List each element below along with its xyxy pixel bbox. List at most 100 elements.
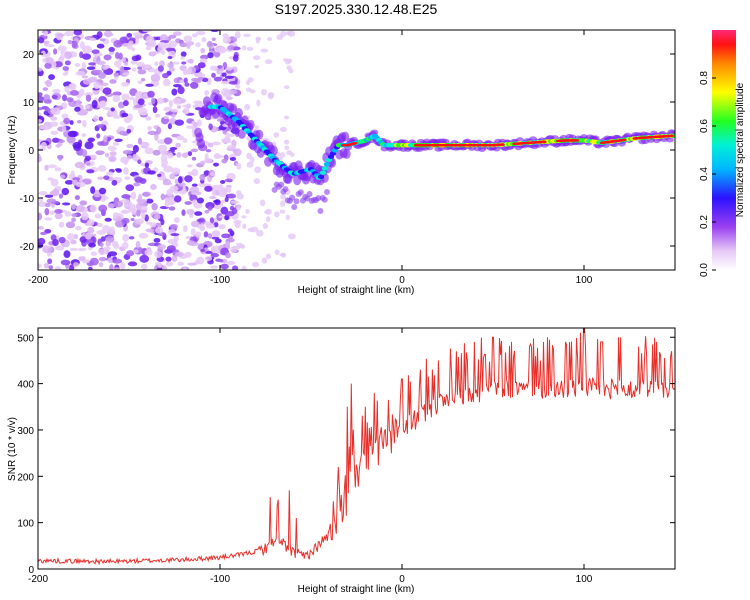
colorbar-tick-label: 0.4 <box>699 167 710 181</box>
spectrogram-point <box>99 85 104 92</box>
spectrogram-point <box>112 258 123 264</box>
colorbar-ticks: 0.0 0.2 0.4 0.6 0.8 <box>699 71 716 277</box>
spectrogram-point <box>113 72 120 77</box>
spectrogram-point <box>114 138 123 142</box>
spectrogram-point <box>315 195 322 202</box>
spectrogram-point <box>323 162 331 167</box>
bottom-x-tick-label: -100 <box>210 574 230 585</box>
spectrogram-point <box>213 76 223 82</box>
spectrogram-point <box>45 79 52 88</box>
spectrogram-point <box>250 226 259 233</box>
spectrogram-point <box>169 223 178 230</box>
spectrogram-point <box>159 34 169 42</box>
spectrogram-point <box>153 237 161 243</box>
spectrogram-point <box>285 214 290 221</box>
spectrogram-point <box>220 180 226 184</box>
spectrogram-point <box>163 115 169 119</box>
spectrogram-point <box>287 58 293 64</box>
spectrogram-point <box>253 55 261 60</box>
spectrogram-point <box>194 211 203 216</box>
spectrogram-point <box>40 231 47 236</box>
spectrogram-point <box>137 69 147 75</box>
spectrogram-point <box>125 184 135 192</box>
spectrogram-point <box>69 247 79 252</box>
spectrogram-point <box>81 75 89 79</box>
spectrogram-point <box>109 79 117 84</box>
spectrogram-point <box>102 89 111 94</box>
spectrogram-point <box>46 198 57 204</box>
spectrogram-point <box>171 113 176 118</box>
spectrogram-point <box>52 238 59 247</box>
spectrogram-point <box>112 114 122 119</box>
spectrogram-point <box>261 88 268 96</box>
bottom-y-axis-label: SNR (10 * v/v) <box>7 417 18 481</box>
spectrogram-point <box>146 198 154 204</box>
bottom-y-axis: 0 100 200 300 400 500 <box>17 333 675 576</box>
spectrogram-point <box>86 219 95 227</box>
spectrogram-point <box>187 262 197 266</box>
spectrogram-point <box>150 184 157 191</box>
spectrogram-point <box>221 233 231 239</box>
spectrogram-point <box>164 199 170 208</box>
spectrogram-point <box>64 60 71 66</box>
spectrogram-point <box>44 202 51 208</box>
spectrogram-point <box>245 208 250 214</box>
spectrogram-point <box>175 142 181 148</box>
colorbar-label: Normalized spectral amplitude <box>735 82 746 217</box>
spectrogram-point <box>144 147 154 155</box>
spectrogram-point <box>74 106 81 112</box>
spectrogram-point <box>160 193 166 201</box>
spectrogram-point <box>48 74 56 80</box>
spectrogram-point <box>58 236 66 244</box>
spectrogram-point <box>213 162 219 167</box>
spectrogram-point <box>157 139 167 145</box>
spectrogram-point <box>167 152 174 159</box>
spectrogram-point <box>162 182 173 186</box>
spectrogram-point <box>271 186 278 193</box>
spectrogram-point <box>103 175 110 180</box>
spectrogram-point <box>91 49 100 54</box>
spectrogram-point <box>213 230 220 238</box>
spectrogram-point <box>225 252 231 259</box>
spectrogram-point <box>280 252 286 258</box>
spectrogram-point <box>58 221 65 228</box>
spectrogram-point <box>280 194 287 200</box>
spectrogram-point <box>38 263 42 269</box>
spectrogram-point <box>283 115 290 120</box>
spectrogram-ridge <box>194 92 675 215</box>
spectrogram-point <box>98 116 104 122</box>
spectrogram-point <box>153 81 160 86</box>
spectrogram-point <box>47 258 53 265</box>
spectrogram-point <box>186 240 195 246</box>
spectrogram-point <box>172 61 180 65</box>
spectrogram-point <box>574 139 580 142</box>
spectrogram-point <box>186 164 193 168</box>
spectrogram-point <box>193 79 202 83</box>
spectrogram-point <box>182 138 188 143</box>
spectrogram-point <box>193 121 198 128</box>
spectrogram-point <box>182 267 188 270</box>
spectrogram-point <box>154 133 159 141</box>
spectrogram-point <box>49 121 59 127</box>
spectrogram-point <box>152 106 158 114</box>
spectrogram-point <box>234 148 242 157</box>
spectrogram-point <box>156 126 162 135</box>
spectrogram-point <box>44 217 53 221</box>
spectrogram-point <box>62 72 69 76</box>
spectrogram-point <box>122 72 130 76</box>
spectrogram-point <box>89 37 97 42</box>
spectrogram-point <box>64 180 74 185</box>
spectrogram-point <box>92 115 99 122</box>
spectrogram-point <box>157 45 165 54</box>
spectrogram-point <box>163 106 173 112</box>
spectrogram-point <box>169 40 177 49</box>
spectrogram-point <box>241 215 247 219</box>
spectrogram-point <box>245 87 252 92</box>
spectrogram-point <box>278 181 285 188</box>
spectrogram-point <box>224 196 229 203</box>
spectrogram-point <box>70 90 79 96</box>
spectrogram-point <box>221 72 227 77</box>
spectrogram-point <box>163 137 173 145</box>
spectrogram-point <box>243 33 251 38</box>
spectrogram-point <box>191 156 197 161</box>
